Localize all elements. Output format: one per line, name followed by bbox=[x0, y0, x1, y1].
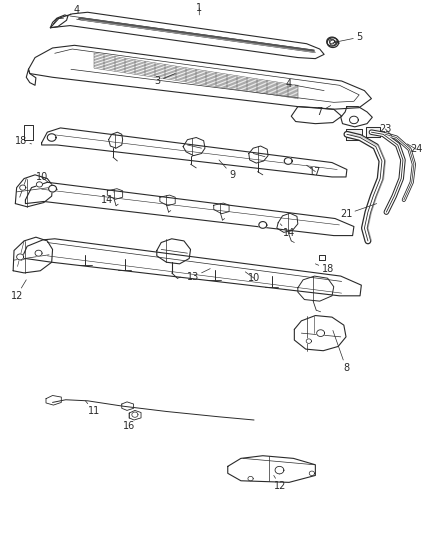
Polygon shape bbox=[35, 250, 42, 256]
Polygon shape bbox=[28, 45, 371, 109]
Polygon shape bbox=[346, 129, 362, 140]
Polygon shape bbox=[259, 222, 267, 228]
Text: 16: 16 bbox=[123, 413, 135, 431]
Polygon shape bbox=[13, 237, 53, 273]
Text: 4: 4 bbox=[68, 5, 80, 16]
Polygon shape bbox=[275, 466, 284, 474]
Polygon shape bbox=[20, 185, 26, 190]
Polygon shape bbox=[294, 316, 346, 351]
Text: 18: 18 bbox=[315, 264, 334, 274]
Text: 12: 12 bbox=[274, 475, 286, 491]
Text: 10: 10 bbox=[245, 272, 260, 283]
Polygon shape bbox=[21, 239, 361, 296]
Polygon shape bbox=[42, 128, 347, 177]
Polygon shape bbox=[36, 182, 42, 187]
Polygon shape bbox=[49, 185, 57, 192]
Polygon shape bbox=[327, 37, 337, 46]
Text: 12: 12 bbox=[11, 280, 26, 301]
Text: 13: 13 bbox=[187, 269, 210, 282]
Text: 18: 18 bbox=[15, 136, 32, 146]
Text: 9: 9 bbox=[219, 160, 235, 180]
Text: 5: 5 bbox=[333, 33, 362, 43]
Text: 11: 11 bbox=[85, 401, 100, 416]
Polygon shape bbox=[50, 12, 324, 59]
Polygon shape bbox=[47, 134, 56, 141]
Text: 8: 8 bbox=[333, 330, 349, 373]
Text: 10: 10 bbox=[35, 172, 48, 182]
Polygon shape bbox=[228, 456, 315, 482]
Text: 3: 3 bbox=[155, 74, 175, 86]
Text: 1: 1 bbox=[196, 3, 202, 15]
Text: 14: 14 bbox=[101, 192, 114, 205]
Text: 17: 17 bbox=[307, 165, 321, 176]
Polygon shape bbox=[17, 254, 24, 260]
Text: 4: 4 bbox=[286, 79, 324, 91]
Polygon shape bbox=[366, 127, 380, 137]
Polygon shape bbox=[306, 339, 311, 343]
Text: 7: 7 bbox=[317, 106, 331, 117]
Text: 23: 23 bbox=[379, 124, 392, 136]
Text: 21: 21 bbox=[340, 204, 377, 219]
Polygon shape bbox=[25, 182, 354, 236]
Polygon shape bbox=[317, 330, 325, 336]
Text: 24: 24 bbox=[407, 144, 422, 154]
Polygon shape bbox=[15, 175, 53, 207]
Polygon shape bbox=[284, 158, 292, 164]
Text: 14: 14 bbox=[280, 224, 295, 238]
Polygon shape bbox=[327, 38, 339, 47]
